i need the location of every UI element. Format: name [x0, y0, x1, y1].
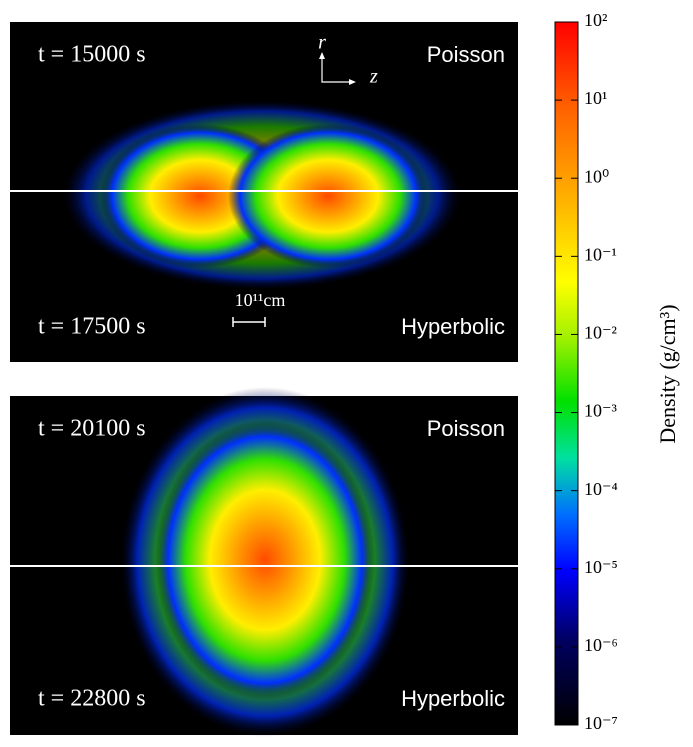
colorbar-label: Density (g/cm³) [655, 304, 680, 443]
tick-label: 10¹ [584, 88, 607, 108]
time-label: t = 17500 s [38, 314, 146, 340]
tick-label: 10⁻⁵ [584, 557, 618, 577]
method-label: Poisson [427, 416, 505, 441]
tick-label: 10⁻¹ [584, 244, 617, 264]
method-label: Hyperbolic [401, 686, 505, 711]
colorbar [554, 21, 579, 726]
time-label: t = 22800 s [38, 686, 146, 712]
panel: t = 20100 s Poisson t = 22800 s Hyperbol… [10, 387, 518, 737]
scale-label: 10¹¹cm [235, 290, 286, 310]
time-label: t = 15000 s [38, 42, 146, 68]
tick-label: 10⁻⁴ [584, 479, 618, 499]
method-label: Poisson [427, 42, 505, 67]
axis-label: z [369, 66, 378, 88]
tick-label: 10⁻² [584, 323, 617, 343]
tick-label: 10⁻⁷ [584, 713, 618, 733]
panel: t = 15000 s Poisson t = 17500 s Hyperbol… [10, 22, 518, 362]
tick-label: 10⁰ [584, 166, 609, 186]
time-label: t = 20100 s [38, 416, 146, 442]
tick-label: 10² [584, 10, 607, 30]
axis-label: r [318, 32, 326, 54]
tick-label: 10⁻⁶ [584, 635, 618, 655]
method-label: Hyperbolic [401, 314, 505, 339]
tick-label: 10⁻³ [584, 401, 618, 421]
